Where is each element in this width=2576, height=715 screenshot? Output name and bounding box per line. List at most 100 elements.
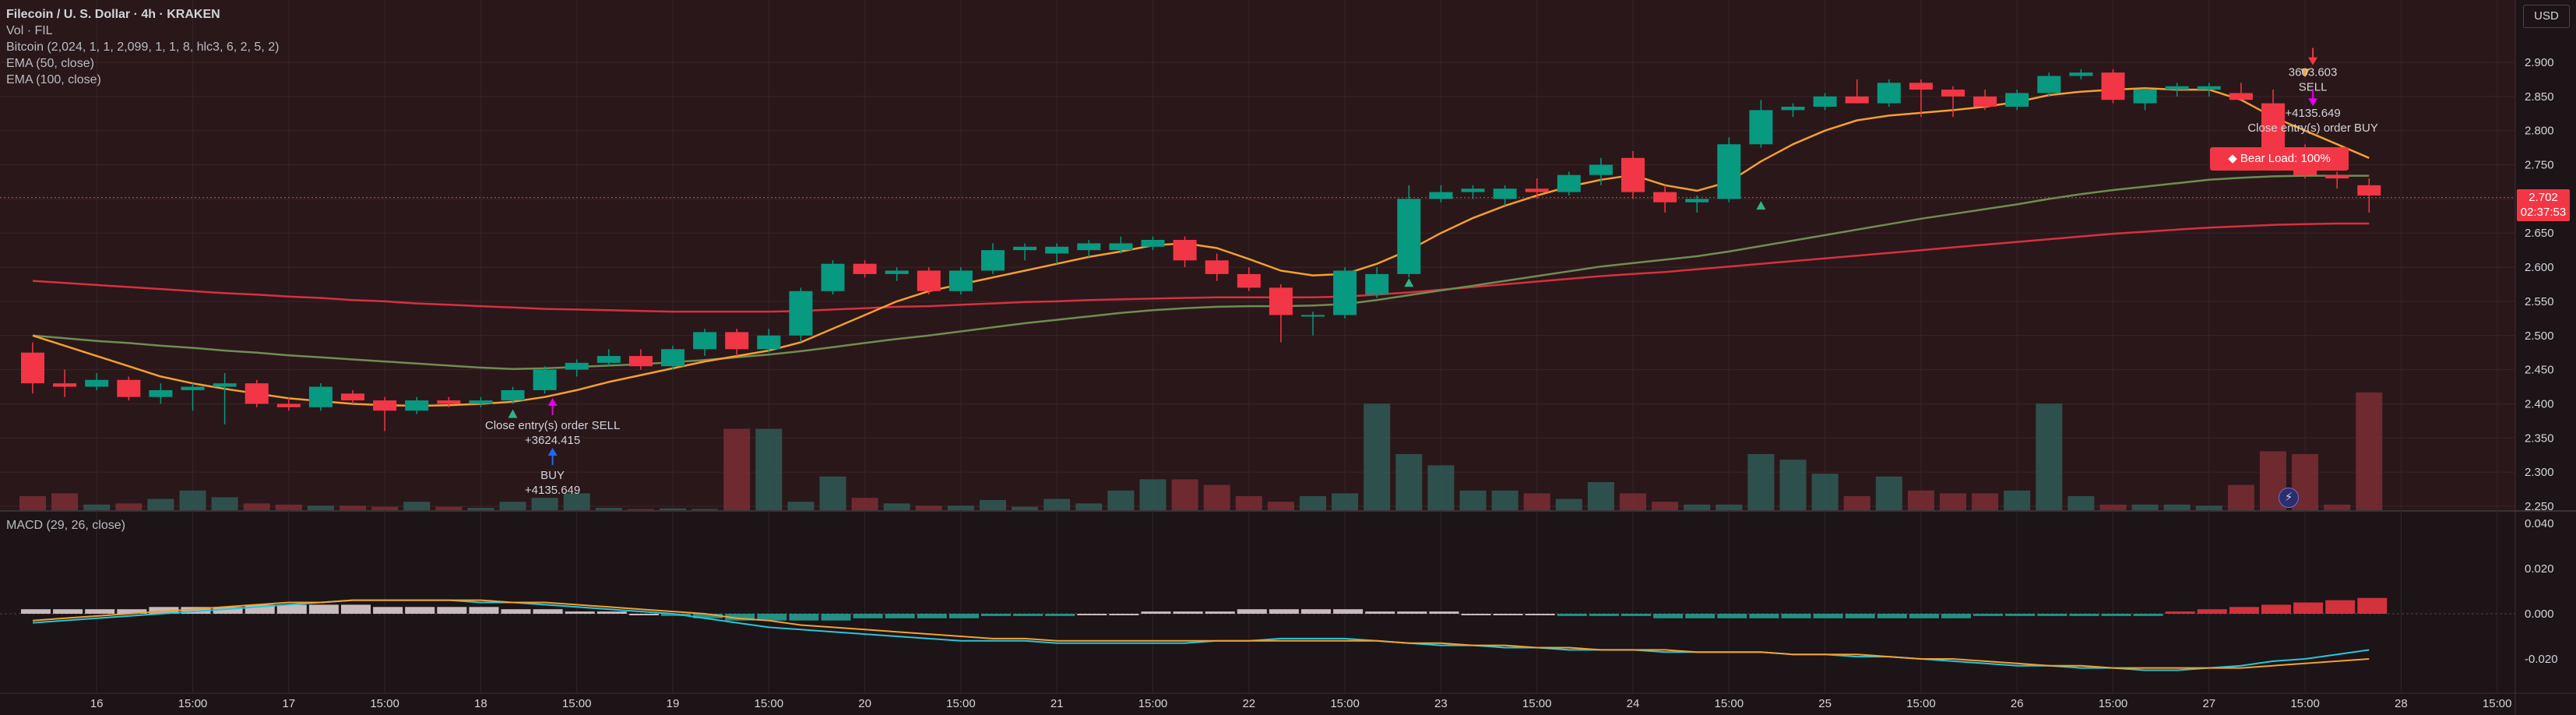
time-tick-label: 17 <box>282 697 295 710</box>
volume-bar <box>1171 479 1198 510</box>
macd-histogram-bar <box>21 609 51 614</box>
volume-bar <box>723 428 751 510</box>
triangle-up-icon <box>1404 278 1414 287</box>
macd-histogram-bar <box>2069 614 2099 616</box>
volume-bar <box>1652 502 1679 510</box>
volume-legend[interactable]: Vol · FIL <box>6 24 53 37</box>
candle-body <box>693 332 717 350</box>
symbol-title[interactable]: Filecoin / U. S. Dollar · 4h · KRAKEN <box>6 8 220 21</box>
candle-body <box>917 270 941 291</box>
candle-body <box>2037 76 2061 93</box>
indicator-legend[interactable]: Bitcoin (2,024, 1, 1, 2,099, 1, 1, 8, hl… <box>6 41 280 54</box>
candle-body <box>181 386 205 390</box>
candle-body <box>85 379 109 387</box>
time-tick-label: 15:00 <box>755 697 784 710</box>
volume-bar <box>1555 498 1582 510</box>
candle-body <box>565 362 589 370</box>
candle-body <box>469 400 493 404</box>
candle-body <box>1461 188 1485 192</box>
volume-bar <box>1684 504 1711 510</box>
price-tick-label: 2.850 <box>2525 90 2554 104</box>
macd-histogram-bar <box>469 607 499 614</box>
candle-body <box>1237 273 1261 288</box>
candle-body <box>308 386 333 407</box>
price-tick-label: 2.600 <box>2525 261 2554 274</box>
macd-pane <box>0 597 2515 671</box>
candle-body <box>1973 96 1997 107</box>
time-tick-label: 23 <box>1434 697 1448 710</box>
macd-tick-label: 0.040 <box>2525 517 2554 530</box>
time-tick-label: 15:00 <box>1715 697 1744 710</box>
ema50-legend[interactable]: EMA (50, close) <box>6 57 94 70</box>
macd-pane-background <box>0 512 2515 693</box>
macd-histogram-bar <box>501 609 531 614</box>
time-tick-label: 15:00 <box>1330 697 1360 710</box>
macd-histogram-bar <box>789 614 819 621</box>
volume-bar <box>179 490 206 510</box>
candle-body <box>1525 188 1549 192</box>
volume-bar <box>51 493 79 510</box>
currency-button[interactable]: USD <box>2523 5 2570 28</box>
trade-annotation-text: +3624.415 <box>525 434 580 447</box>
macd-histogram-bar <box>373 607 403 614</box>
time-axis-ticks: 16 15:00 17 15:00 18 15:00 19 15:00 20 15:00 21 15:… <box>90 697 2512 710</box>
volume-bar <box>467 508 494 510</box>
candle-body <box>1493 188 1517 199</box>
candle-body <box>1365 273 1389 295</box>
macd-histogram-bar <box>1685 614 1716 618</box>
macd-histogram-bar <box>1845 614 1875 618</box>
volume-bar <box>692 509 719 510</box>
trade-annotation-text: +4135.649 <box>525 484 580 497</box>
arrow-down-icon <box>2308 98 2318 107</box>
candle-body <box>1557 174 1581 192</box>
volume-bar <box>2004 490 2031 510</box>
candle-body <box>1013 246 1037 251</box>
lightning-icon[interactable]: ⚡ <box>2279 488 2299 508</box>
macd-histogram-bar <box>2005 614 2036 616</box>
candle-body <box>1077 243 1101 251</box>
price-tick-label: 2.400 <box>2525 397 2554 410</box>
candle-body <box>725 332 749 350</box>
candle-body <box>21 352 44 384</box>
time-tick-label: 15:00 <box>370 697 399 710</box>
volume-bar <box>2227 484 2254 510</box>
volume-bar <box>1139 479 1167 510</box>
volume-bar <box>1940 493 1966 510</box>
candle-body <box>1045 246 1069 254</box>
candle-body <box>1653 192 1677 203</box>
volume-bar <box>371 506 399 510</box>
candle-body <box>2165 86 2189 90</box>
macd-histogram-bar <box>1941 614 1971 618</box>
macd-histogram-bar <box>1269 609 1299 614</box>
volume-bar <box>499 502 526 510</box>
volume-bar <box>435 506 463 510</box>
volume-bar <box>851 498 878 510</box>
candle-body <box>1141 240 1165 247</box>
price-tick-label: 2.300 <box>2525 466 2554 479</box>
candle-body <box>1269 287 1293 315</box>
volume-bar <box>563 493 590 510</box>
trade-annotations: Close entry(s) order SELL +3624.415 BUY +41… <box>485 48 2378 497</box>
chart-legend: Filecoin / U. S. Dollar · 4h · KRAKEN Vo… <box>6 6 279 88</box>
triangle-up-icon <box>1756 201 1766 210</box>
price-tick-label: 2.650 <box>2525 227 2554 240</box>
macd-legend[interactable]: MACD (29, 26, close) <box>6 519 125 532</box>
candle-body <box>533 369 557 390</box>
candle-body <box>1109 243 1133 251</box>
ema100-legend[interactable]: EMA (100, close) <box>6 73 101 86</box>
macd-histogram-bar <box>1077 614 1107 615</box>
triangle-down-icon <box>2300 69 2310 78</box>
ema-50-line <box>32 174 2370 370</box>
ema-100-line <box>32 222 2370 313</box>
macd-histogram-bar <box>1813 614 1843 618</box>
macd-histogram-bar <box>1717 614 1747 618</box>
macd-histogram-bar <box>565 611 595 614</box>
macd-histogram-bar <box>2293 602 2324 614</box>
candle-body <box>1877 83 1901 104</box>
bear-icon: ◆ <box>2228 152 2240 165</box>
macd-histogram-bar <box>1493 614 1523 615</box>
candle-body <box>405 400 429 411</box>
macd-histogram-bar <box>1557 614 1587 616</box>
time-tick-label: 15:00 <box>2099 697 2128 710</box>
